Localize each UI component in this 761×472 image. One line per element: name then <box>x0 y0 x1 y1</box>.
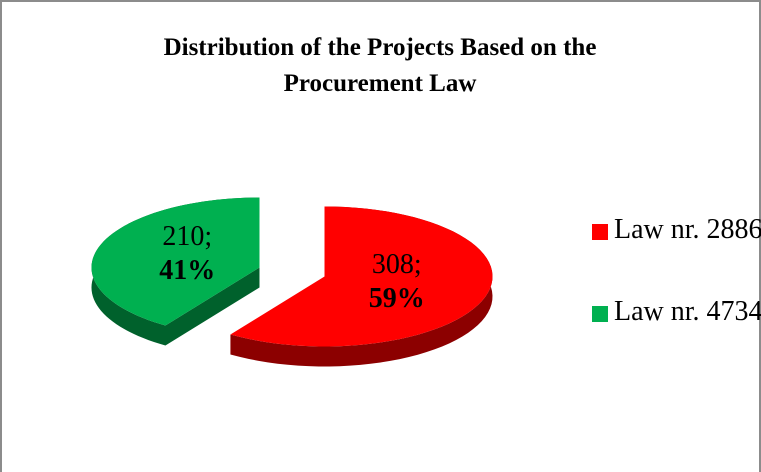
percent-label: 59% <box>368 282 425 314</box>
value-label: 308; <box>371 248 422 280</box>
chart-title: Distribution of the Projects Based on th… <box>163 34 597 97</box>
value-label: 210; <box>162 221 213 253</box>
percent-label: 41% <box>159 255 216 287</box>
legend-key <box>592 224 608 240</box>
legend-key <box>592 306 608 322</box>
data-label: 308; 59% <box>342 248 452 316</box>
pie-slice <box>91 197 260 326</box>
legend-label: Law nr. 4734 <box>614 296 761 327</box>
data-label: 210; 41% <box>132 220 242 288</box>
pie-slice-side <box>230 206 493 367</box>
legend-label: Law nr. 2886 <box>614 214 761 245</box>
pie-slice <box>230 206 493 347</box>
chart <box>91 197 493 367</box>
